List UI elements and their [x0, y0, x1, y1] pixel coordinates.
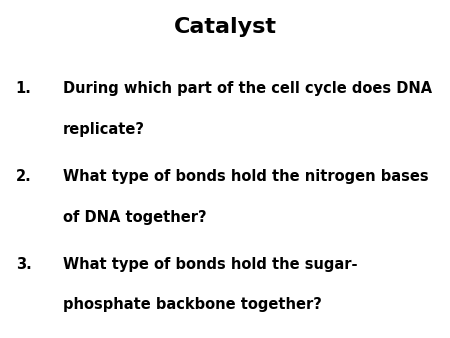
Text: 2.: 2. — [16, 169, 32, 184]
Text: During which part of the cell cycle does DNA: During which part of the cell cycle does… — [63, 81, 432, 96]
Text: of DNA together?: of DNA together? — [63, 210, 207, 224]
Text: replicate?: replicate? — [63, 122, 145, 137]
Text: Catalyst: Catalyst — [174, 17, 276, 37]
Text: 3.: 3. — [16, 257, 32, 272]
Text: What type of bonds hold the sugar-: What type of bonds hold the sugar- — [63, 257, 357, 272]
Text: phosphate backbone together?: phosphate backbone together? — [63, 297, 322, 312]
Text: What type of bonds hold the nitrogen bases: What type of bonds hold the nitrogen bas… — [63, 169, 428, 184]
Text: 1.: 1. — [16, 81, 32, 96]
